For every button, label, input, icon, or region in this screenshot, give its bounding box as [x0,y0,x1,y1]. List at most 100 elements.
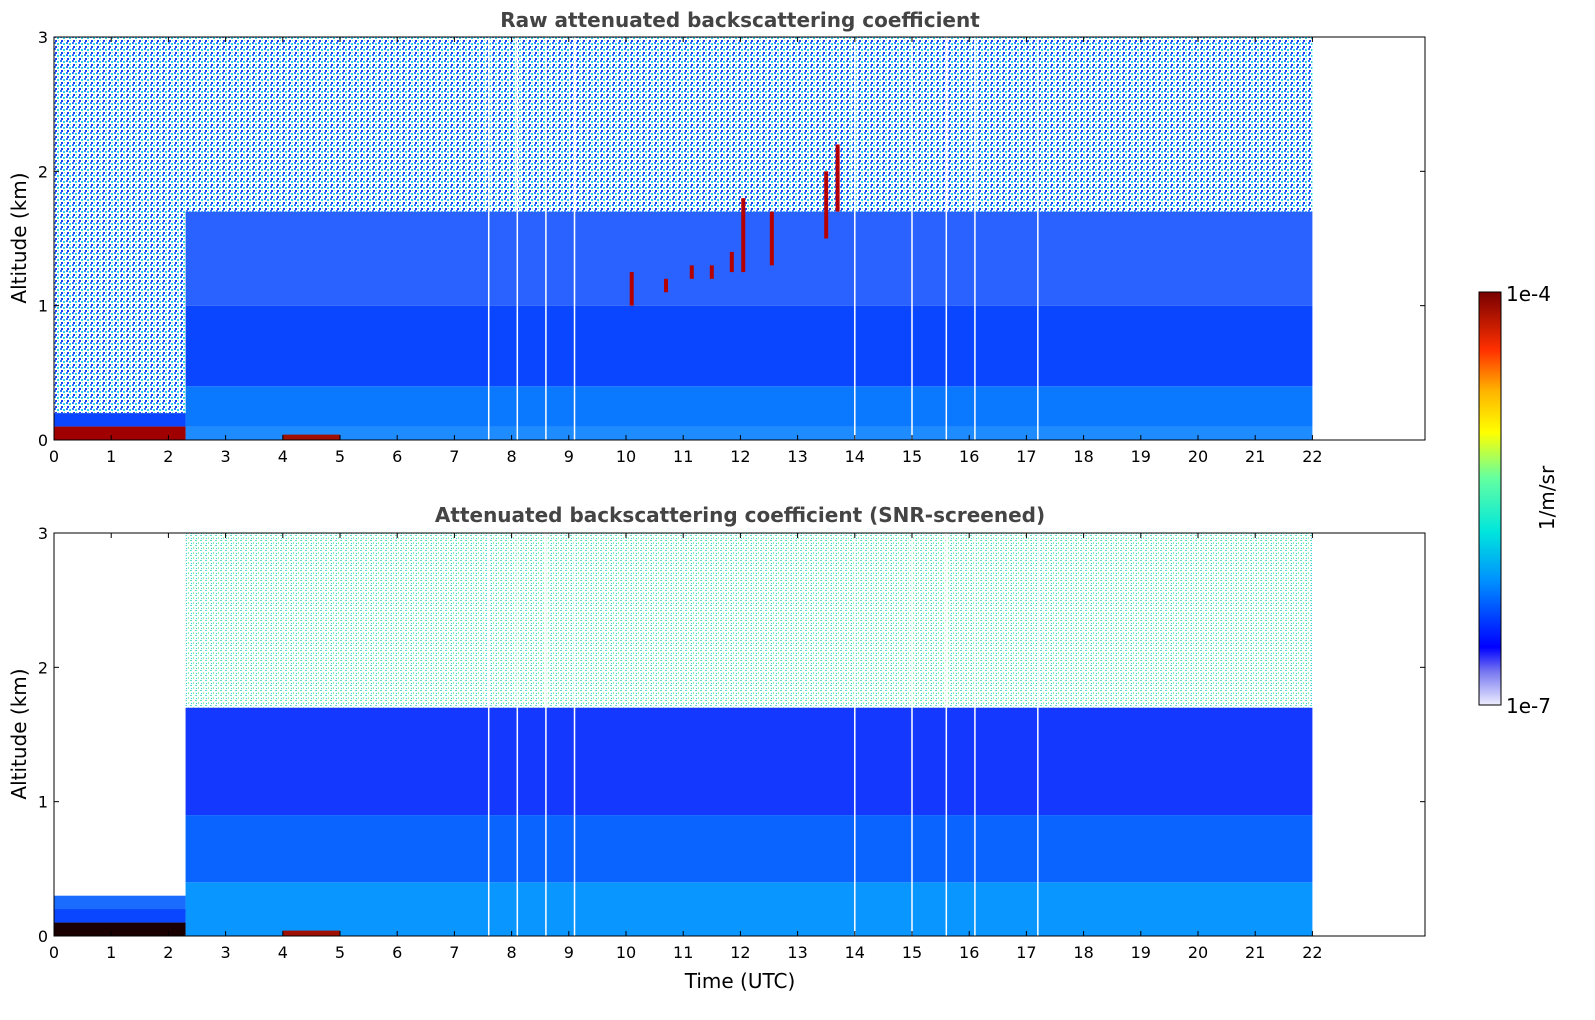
layer-4 [185,37,1313,212]
layer-2 [185,305,1313,387]
x-tick-label: 11 [673,943,693,962]
x-tick-label: 6 [392,447,402,466]
x-tick-label: 18 [1073,943,1093,962]
layer-0 [185,426,1313,440]
x-tick-label: 21 [1245,447,1265,466]
y-tick-label: 0 [38,431,48,450]
x-tick-label: 10 [616,447,636,466]
cloud-1 [664,278,669,293]
x-tick-label: 5 [335,943,345,962]
panel-1-x-ticks: 0 1 2 3 4 5 6 7 8 9 10 11 12 13 14 15 16 17 18 19 20 21 22 [49,37,1323,466]
x-tick-label: 16 [959,447,979,466]
cloud-3 [709,265,714,279]
x-tick-label: 21 [1245,943,1265,962]
colorbar-max-label: 1e-4 [1506,282,1551,306]
x-tick-label: 12 [730,447,750,466]
x-tick-label: 20 [1188,447,1208,466]
x-tick-label: 17 [1016,943,1036,962]
x-tick-label: 0 [49,943,59,962]
layer-1 [185,386,1313,427]
panel-1-ylabel: Altitude (km) [7,172,31,303]
cloud-6 [769,211,774,266]
x-tick-label: 4 [278,447,288,466]
colorbar-min-label: 1e-7 [1506,694,1551,718]
panel-1-title: Raw attenuated backscattering coefficien… [500,8,980,32]
panel-1-cloud-features [629,144,840,306]
x-tick-label: 19 [1131,943,1151,962]
surface-strip [282,930,340,936]
panel-2-ylabel: Altitude (km) [7,668,31,799]
panel-2-heatmap [54,533,1313,936]
y-tick-label: 1 [38,793,48,812]
x-tick-label: 1 [106,447,116,466]
panel-2-xlabel: Time (UTC) [684,969,796,993]
x-tick-label: 20 [1188,943,1208,962]
x-tick-label: 3 [221,447,231,466]
x-tick-label: 4 [278,943,288,962]
x-tick-label: 13 [787,447,807,466]
surface-layer [54,922,186,936]
panel-raw: Raw attenuated backscattering coefficien… [7,8,1426,466]
x-tick-label: 22 [1302,447,1322,466]
x-tick-label: 8 [507,447,517,466]
x-tick-label: 17 [1016,447,1036,466]
x-tick-label: 7 [449,943,459,962]
panel-snr-screened: Attenuated backscattering coefficient (S… [7,503,1426,993]
panel-2-y-ticks: 0 1 2 3 [38,524,1425,946]
layer-0 [185,882,1313,936]
colorbar: 1e-4 1e-7 1/m/sr [1478,282,1559,718]
panel-1-heatmap [54,37,1313,440]
panel-2-frame [53,532,1426,937]
cloud-4 [729,251,734,273]
surface-layer [54,426,186,440]
x-tick-label: 2 [163,447,173,466]
y-tick-label: 3 [38,524,48,543]
layer-3 [185,211,1313,306]
x-tick-label: 9 [564,943,574,962]
cloud-2 [689,265,694,279]
early-mid-layer [54,909,186,923]
cloud-7 [824,171,829,239]
early-mid-layer [54,413,186,427]
x-tick-label: 5 [335,447,345,466]
cloud-8 [835,144,840,212]
x-tick-label: 6 [392,943,402,962]
panel-2-x-ticks: 0 1 2 3 4 5 6 7 8 9 10 11 12 13 14 15 16 17 18 19 20 21 22 [49,533,1323,962]
x-tick-label: 11 [673,447,693,466]
layer-2 [185,707,1313,816]
x-tick-label: 22 [1302,943,1322,962]
x-tick-label: 19 [1131,447,1151,466]
colorbar-gradient [1478,291,1502,706]
y-tick-label: 1 [38,297,48,316]
x-tick-label: 10 [616,943,636,962]
x-tick-label: 14 [845,943,865,962]
x-tick-label: 2 [163,943,173,962]
colorbar-unit-label: 1/m/sr [1535,465,1559,530]
x-tick-label: 7 [449,447,459,466]
early-sparse-region [54,37,186,414]
layer-1 [185,815,1313,883]
panel-2-title: Attenuated backscattering coefficient (S… [435,503,1045,527]
x-tick-label: 12 [730,943,750,962]
cloud-0 [629,272,634,306]
cloud-5 [741,198,746,273]
y-tick-label: 3 [38,28,48,47]
surface-strip [282,434,340,440]
x-tick-label: 13 [787,943,807,962]
x-tick-label: 15 [902,943,922,962]
layer-3 [185,533,1313,708]
y-tick-label: 2 [38,658,48,677]
x-tick-label: 15 [902,447,922,466]
panel-1-frame [53,36,1426,441]
x-tick-label: 1 [106,943,116,962]
x-tick-label: 3 [221,943,231,962]
panel-1-y-ticks: 0 1 2 3 [38,28,1425,450]
x-tick-label: 18 [1073,447,1093,466]
x-tick-label: 16 [959,943,979,962]
x-tick-label: 9 [564,447,574,466]
y-tick-label: 2 [38,162,48,181]
x-tick-label: 0 [49,447,59,466]
x-tick-label: 8 [507,943,517,962]
x-tick-label: 14 [845,447,865,466]
